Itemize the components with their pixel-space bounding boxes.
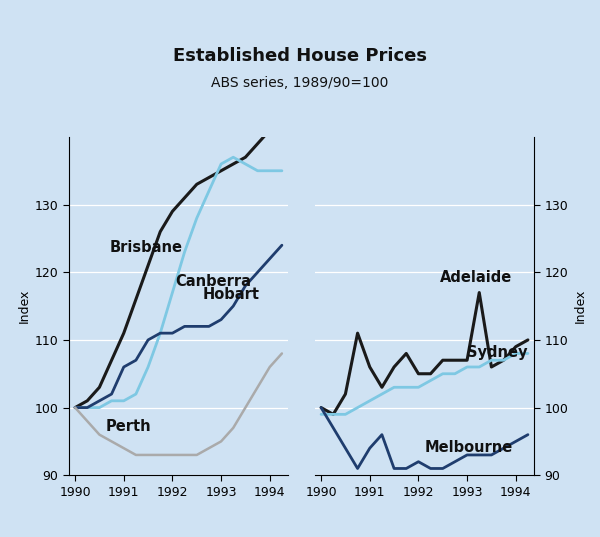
Text: Melbourne: Melbourne	[425, 440, 513, 454]
Text: Established House Prices: Established House Prices	[173, 47, 427, 66]
Text: Adelaide: Adelaide	[440, 271, 512, 285]
Text: Hobart: Hobart	[203, 287, 260, 302]
Y-axis label: Index: Index	[574, 289, 587, 323]
Text: Sydney: Sydney	[467, 345, 527, 360]
Text: Perth: Perth	[106, 419, 151, 434]
Text: Brisbane: Brisbane	[109, 240, 182, 255]
Text: Canberra: Canberra	[175, 274, 251, 289]
Y-axis label: Index: Index	[17, 289, 31, 323]
Text: ABS series, 1989/90=100: ABS series, 1989/90=100	[211, 76, 389, 90]
